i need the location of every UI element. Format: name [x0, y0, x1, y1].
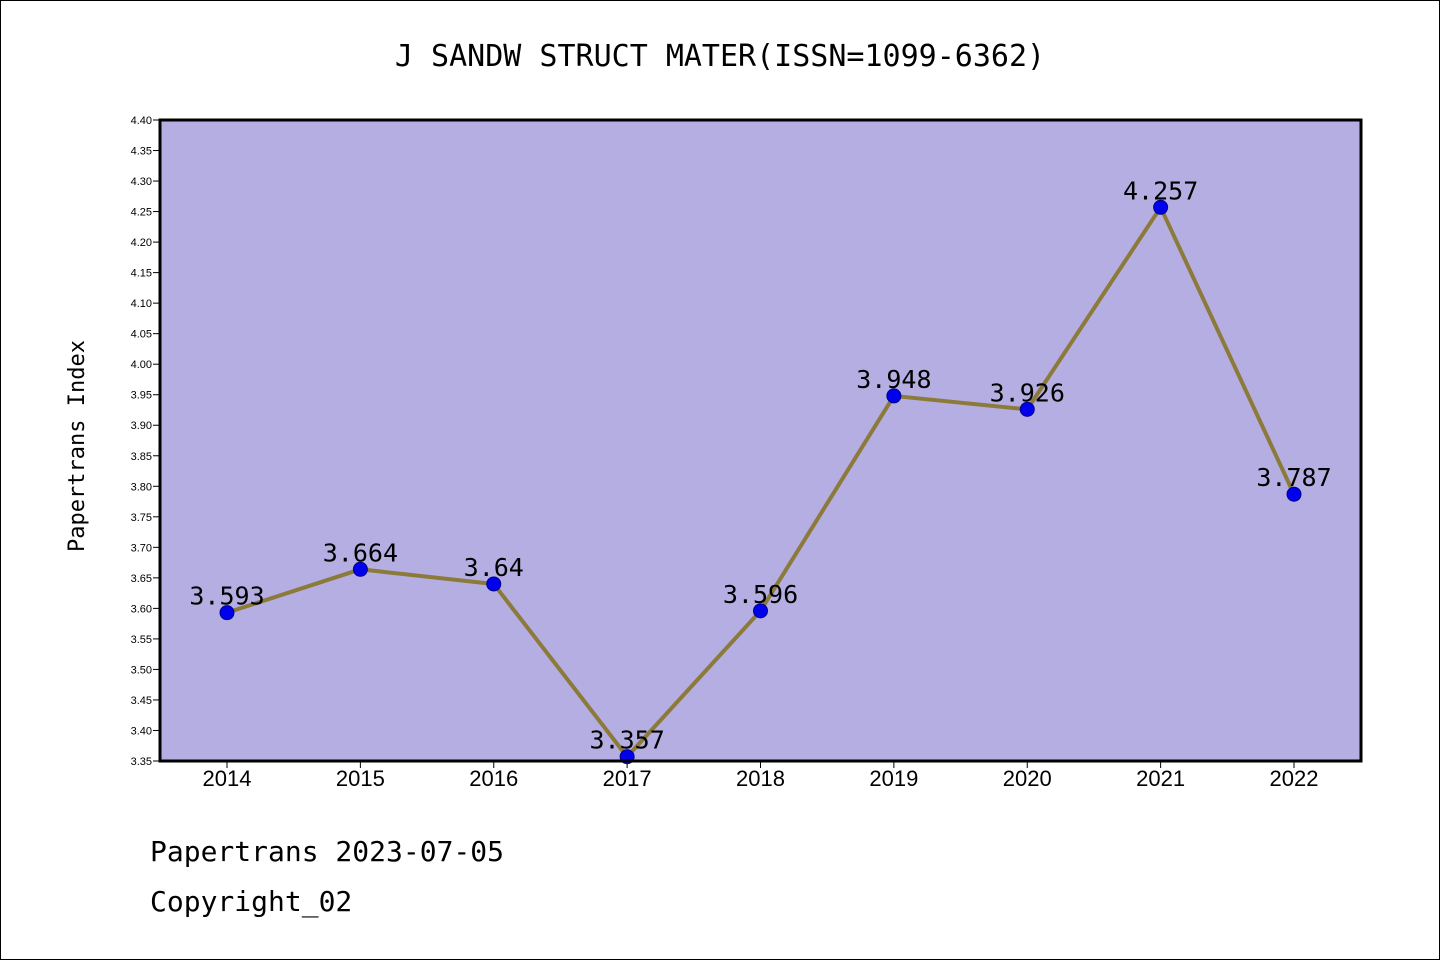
- x-tick-label: 2022: [1270, 766, 1319, 791]
- data-point: [486, 576, 502, 592]
- x-tick-label: 2014: [203, 766, 252, 791]
- data-point: [886, 388, 902, 404]
- y-tick-label: 3.70: [131, 542, 152, 554]
- y-tick-label: 4.20: [131, 237, 152, 249]
- x-tick-label: 2016: [469, 766, 518, 791]
- data-point: [352, 561, 368, 577]
- data-point: [1286, 486, 1302, 502]
- y-tick-label: 3.40: [131, 725, 152, 737]
- data-label: 3.596: [723, 580, 798, 609]
- data-label: 3.593: [189, 582, 264, 611]
- y-tick-label: 4.30: [131, 176, 152, 188]
- x-tick-label: 2018: [736, 766, 785, 791]
- data-point: [753, 603, 768, 619]
- x-tick-label: 2015: [336, 766, 385, 791]
- y-axis-label: Papertrans Index: [65, 340, 90, 552]
- y-tick-label: 4.10: [131, 298, 152, 310]
- y-tick-label: 3.90: [131, 420, 152, 432]
- y-tick-label: 3.45: [131, 695, 152, 707]
- data-label: 3.664: [323, 538, 398, 567]
- y-tick-label: 3.65: [131, 573, 152, 585]
- x-tick-label: 2019: [869, 766, 918, 791]
- x-tick-label: 2021: [1136, 766, 1185, 791]
- y-tick-label: 3.75: [131, 512, 152, 524]
- y-tick-label: 4.35: [131, 146, 152, 158]
- y-tick-label: 4.25: [131, 207, 152, 219]
- data-point: [1019, 401, 1035, 417]
- data-label: 3.948: [856, 365, 931, 394]
- chart-title: J SANDW STRUCT MATER(ISSN=1099-6362): [395, 39, 1045, 74]
- y-tick-label: 4.05: [131, 329, 152, 341]
- y-tick-label: 3.60: [131, 603, 152, 615]
- y-tick-label: 4.15: [131, 268, 152, 280]
- y-tick-label: 3.95: [131, 390, 152, 402]
- plot-area: [160, 120, 1361, 761]
- y-tick-label: 3.80: [131, 481, 152, 493]
- y-tick-label: 4.00: [131, 359, 152, 371]
- plot-border: [158, 118, 1363, 763]
- y-axis: 3.35 3.40 3.45 3.50 3.55 3.60 3.65 3.70 3.75 3.80…: [131, 115, 160, 768]
- footer-copyright: Copyright_02: [150, 885, 353, 918]
- y-tick-label: 4.40: [131, 115, 152, 127]
- x-axis: 2014 2015 2016 2017 2018 2019 2020 2021 2022: [203, 761, 1319, 791]
- x-tick-label: 2017: [603, 766, 652, 791]
- data-label: 3.357: [589, 726, 664, 755]
- y-tick-label: 3.35: [131, 756, 152, 768]
- y-tick-label: 3.50: [131, 664, 152, 676]
- data-label: 3.787: [1256, 463, 1331, 492]
- footer-date: Papertrans 2023-07-05: [150, 835, 505, 868]
- data-label: 3.926: [990, 378, 1065, 407]
- data-label: 4.257: [1123, 176, 1198, 205]
- x-tick-label: 2020: [1003, 766, 1052, 791]
- data-label: 3.64: [464, 553, 524, 582]
- data-point: [219, 605, 235, 621]
- y-tick-label: 3.85: [131, 451, 152, 463]
- data-point: [1153, 199, 1169, 215]
- y-tick-label: 3.55: [131, 634, 152, 646]
- data-labels-group: 3.593 3.664 3.64 3.357 3.596 3.948 3.926 4.257 3…: [189, 176, 1331, 754]
